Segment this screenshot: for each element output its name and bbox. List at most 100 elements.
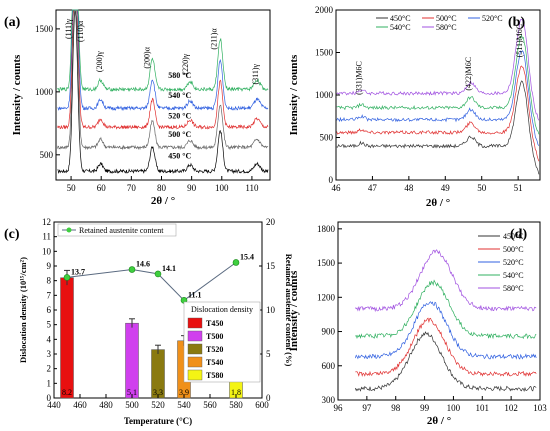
y-tick-label: 2 — [47, 364, 52, 374]
legend-label: 540°C — [503, 271, 524, 280]
legend-label: 500°C — [503, 245, 524, 254]
x-tick-label: 110 — [245, 183, 259, 193]
panel-c-dislocation: 8.2 5.1 3.3 3.9 1.8 13.7 14.6 14.1 11.1 15.4 440… — [4, 217, 294, 426]
y-tick-label: 1200 — [317, 292, 336, 302]
panel-b-x-ticks: 46 47 48 49 50 51 — [332, 176, 523, 193]
bar-legend-swatch — [187, 330, 203, 342]
curve-label: 520 °C — [168, 111, 191, 120]
panel-d-xrd-211: 96 97 98 99 100 101 102 103 300 600 900 1200 1500 18… — [288, 221, 547, 427]
x-tick-label: 97 — [362, 403, 372, 413]
y-tick-label: 5 — [47, 320, 52, 330]
x-tick-label: 600 — [255, 400, 269, 410]
line-legend-marker — [66, 227, 72, 233]
curve-label: 540 °C — [168, 91, 191, 100]
panel-d-frame — [337, 221, 541, 401]
peak-label: (200)γ — [95, 51, 104, 72]
x-tick-label: 96 — [334, 403, 344, 413]
peak-label: (331)M6C — [355, 61, 364, 95]
legend-label: 520°C — [482, 14, 503, 23]
y-tick-label: 0 — [47, 393, 52, 403]
panel-a-curve-labels: 580 °C 540 °C 520 °C 500 °C 450 °C — [168, 71, 191, 161]
panel-b-y-label: Intensity / counts — [288, 54, 300, 135]
y-tick-label: 1500 — [315, 48, 334, 58]
x-tick-label: 98 — [391, 403, 401, 413]
panel-c-y2-label: Retained austenite content (%) — [284, 254, 294, 367]
austenite-value-label: 15.4 — [240, 252, 254, 261]
austenite-point — [154, 270, 162, 278]
y-tick-label: 500 — [320, 133, 334, 143]
series-line — [355, 279, 537, 340]
series-line — [336, 18, 540, 121]
panel-d-x-label: 2θ / ° — [427, 415, 451, 427]
peak-label: (211)α — [210, 28, 219, 50]
bar-value-label: 3.9 — [179, 388, 189, 397]
x-tick-label: 50 — [67, 183, 77, 193]
x-tick-label: 100 — [447, 403, 461, 413]
panel-d-legend: 450°C 500°C 520°C 540°C 580°C — [478, 232, 524, 293]
legend-label: 580°C — [503, 284, 524, 293]
bar-value-label: 3.3 — [153, 388, 163, 397]
panel-a-y-ticks: 500 1000 1500 — [35, 24, 60, 160]
x-tick-label: 60 — [97, 183, 107, 193]
panel-d-x-ticks: 96 97 98 99 100 101 102 103 — [334, 396, 547, 413]
series-line — [355, 317, 537, 377]
peak-label: (200)α — [142, 46, 151, 68]
bar-legend-swatch — [187, 343, 203, 355]
panel-d-y-label: Intensity / counts — [288, 270, 300, 351]
x-tick-label: 460 — [73, 400, 87, 410]
x-tick-label: 540 — [177, 400, 191, 410]
x-tick-label: 51 — [514, 183, 523, 193]
x-tick-label: 102 — [504, 403, 518, 413]
legend-label: 520°C — [503, 258, 524, 267]
x-tick-label: 99 — [420, 403, 430, 413]
panel-a-frame — [55, 9, 271, 181]
x-tick-label: 49 — [441, 183, 451, 193]
legend-label: 450°C — [503, 232, 524, 241]
x-tick-label: 520 — [151, 400, 165, 410]
panel-b-legend: 450°C 500°C 520°C 540°C 580°C — [376, 14, 503, 32]
bar-legend-box — [183, 301, 261, 383]
x-tick-label: 440 — [47, 400, 61, 410]
panel-c-legend: Retained austenite content Dislocation de… — [57, 223, 261, 383]
legend-label: 540°C — [390, 23, 411, 32]
panel-c-label: (c) — [4, 227, 20, 242]
series-line — [57, 9, 269, 151]
panel-b-curves — [336, 18, 540, 175]
panel-c-y2-ticks: 0 5 10 15 20 — [259, 217, 276, 403]
y-tick-label: 8 — [47, 276, 52, 286]
curve-label: 580 °C — [168, 71, 191, 80]
y2-tick-label: 0 — [266, 393, 271, 403]
bar — [60, 277, 74, 399]
y-tick-label: 0 — [329, 175, 334, 185]
line-legend-box — [57, 223, 177, 237]
x-tick-label: 46 — [332, 183, 342, 193]
y-tick-label: 300 — [322, 395, 336, 405]
austenite-value-label: 13.7 — [71, 267, 85, 276]
peak-label: (111)γ — [64, 18, 73, 39]
series-line — [354, 331, 537, 392]
y-tick-label: 500 — [40, 150, 54, 160]
panel-b-xrd-m6c: 46 47 48 49 50 51 0 500 1000 1500 2000 (331)M6C (4… — [288, 5, 541, 209]
bar-legend-label: T450 — [206, 319, 223, 328]
panel-b-annotations: (331)M6C (422)M6C (511)M6C — [355, 24, 524, 95]
x-tick-label: 101 — [476, 403, 490, 413]
y-tick-label: 1 — [47, 378, 52, 388]
curve-label: 450 °C — [168, 152, 191, 161]
y-tick-label: 7 — [47, 290, 52, 300]
austenite-point — [63, 274, 71, 281]
bar-legend-label: T500 — [206, 332, 223, 341]
y-tick-label: 2000 — [315, 5, 334, 15]
y-tick-label: 1800 — [317, 224, 336, 234]
peak-label: (511)M6C — [515, 24, 524, 57]
peak-label: (311)γ — [251, 63, 260, 84]
series-line — [57, 9, 269, 93]
y2-tick-label: 15 — [266, 261, 276, 271]
panel-d-curves — [354, 249, 537, 392]
x-tick-label: 90 — [187, 183, 197, 193]
y2-tick-label: 10 — [266, 305, 276, 315]
bar-value-label: 1.8 — [231, 388, 241, 397]
x-tick-label: 100 — [215, 183, 229, 193]
x-tick-label: 480 — [99, 400, 113, 410]
y-tick-label: 1500 — [35, 24, 54, 34]
x-tick-label: 580 — [229, 400, 243, 410]
